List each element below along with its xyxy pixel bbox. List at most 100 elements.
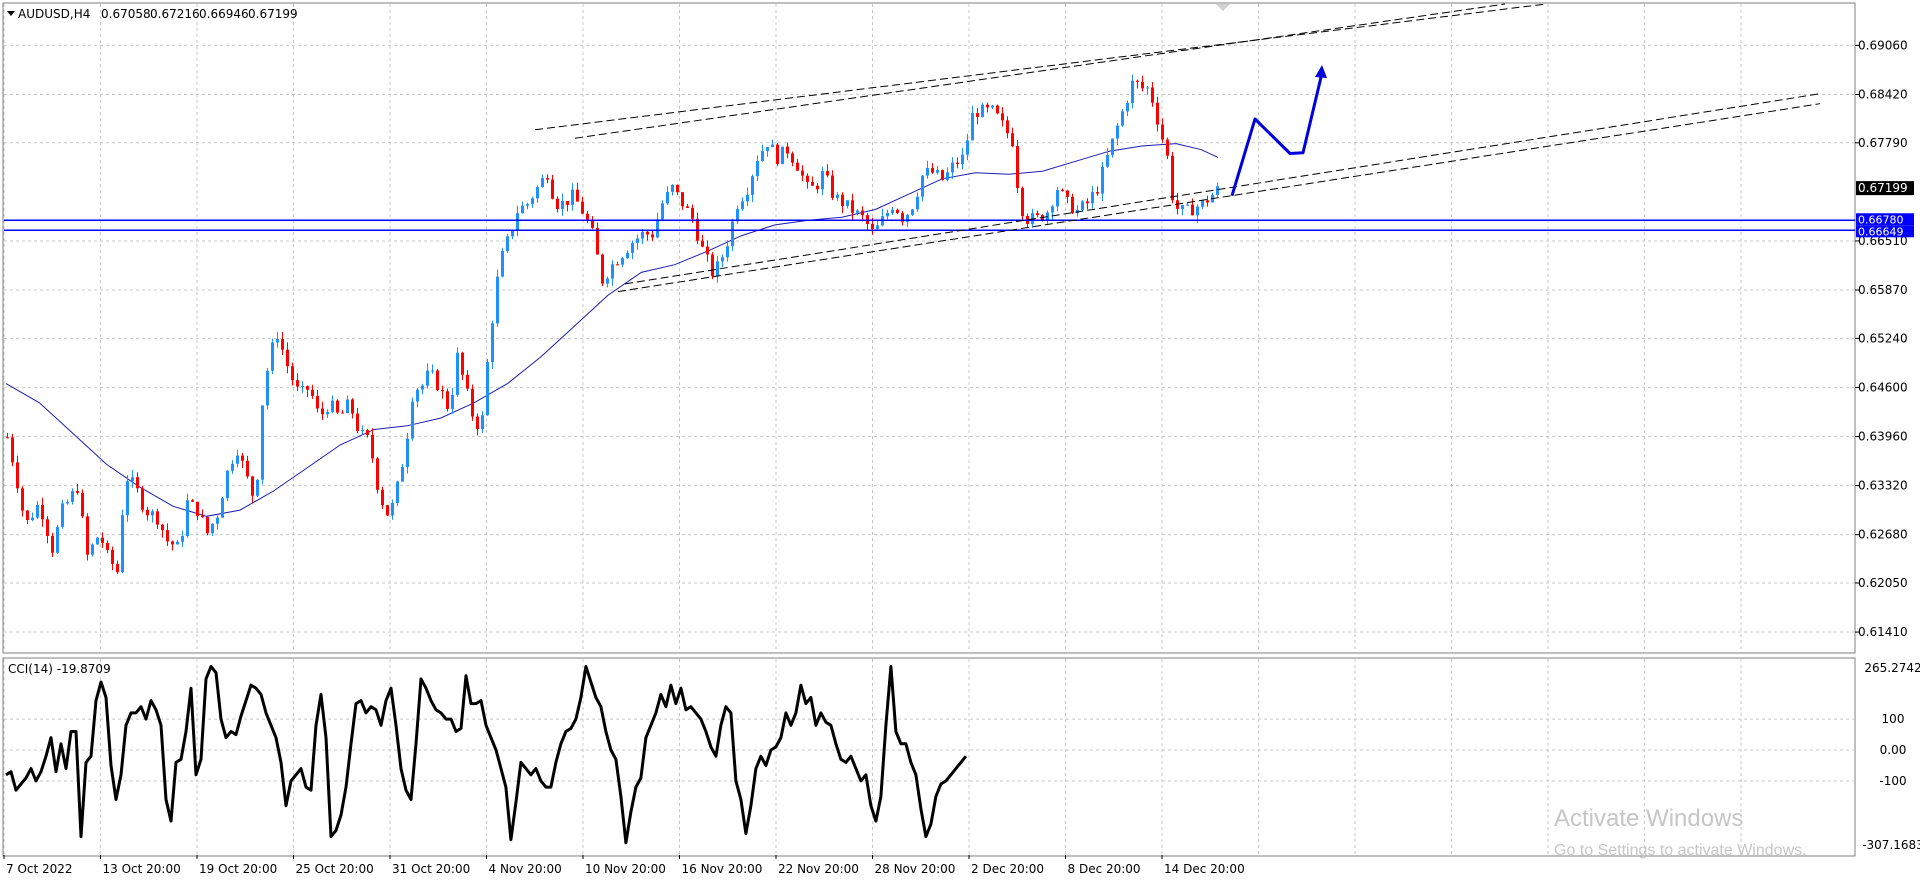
candle-body [1181, 205, 1184, 209]
price-tick-label: 0.62050 [1858, 576, 1908, 590]
projection-arrow[interactable] [1230, 65, 1327, 197]
candle-body [531, 198, 534, 204]
candle-body [486, 361, 489, 416]
candle-body [331, 400, 334, 413]
candle-body [231, 463, 234, 471]
ohlc-high: 0.67216 [150, 7, 200, 21]
candle-body [421, 385, 424, 390]
candle-body [1086, 201, 1089, 204]
candle-body [431, 370, 434, 372]
candle-body [81, 492, 84, 517]
scroll-marker-icon [1216, 4, 1230, 11]
candle-body [311, 389, 314, 396]
candle-body [346, 399, 349, 414]
candle-body [756, 160, 759, 177]
price-tick-label: 0.62680 [1858, 528, 1908, 542]
candle-body [396, 481, 399, 503]
candle-body [831, 175, 834, 198]
main-pane[interactable] [2, 2, 1856, 654]
candle-body [1011, 133, 1014, 147]
candle-body [41, 504, 44, 520]
candlesticks [6, 74, 1219, 575]
current-price-box [1856, 181, 1914, 196]
candle-body [51, 536, 54, 553]
candle-body [816, 185, 819, 190]
candle-body [76, 491, 79, 493]
candle-body [1061, 190, 1064, 192]
candle-body [446, 391, 449, 409]
candle-body [871, 224, 874, 230]
candle-body [1161, 124, 1164, 140]
candle-body [216, 517, 219, 524]
candle-body [491, 323, 494, 362]
projection-path [1230, 72, 1324, 197]
candle-body [821, 171, 824, 190]
candle-body [986, 104, 989, 108]
candle-body [1206, 200, 1209, 203]
price-tick-label: 0.63320 [1858, 479, 1908, 493]
candle-body [1001, 113, 1004, 121]
candle-body [736, 209, 739, 222]
candle-body [226, 470, 229, 499]
candle-body [1081, 201, 1084, 210]
ohlc-open: 0.67058 [101, 7, 151, 21]
arrow-head-icon [1315, 65, 1327, 79]
candle-body [861, 210, 864, 216]
candle-body [846, 200, 849, 207]
candle-body [961, 154, 964, 164]
candle-body [966, 140, 969, 155]
candle-body [406, 438, 409, 467]
candle-body [896, 209, 899, 214]
ohlc-close: 0.67199 [248, 7, 298, 21]
time-tick-label: 8 Dec 20:00 [1068, 862, 1141, 876]
candle-body [691, 207, 694, 219]
collapse-triangle-icon[interactable] [7, 11, 15, 16]
candle-body [761, 151, 764, 161]
candle-body [661, 203, 664, 220]
channel-line-2 [574, 3, 1506, 139]
candle-body [326, 412, 329, 415]
candle-body [151, 511, 154, 516]
level-label-box [1856, 225, 1914, 238]
candle-body [251, 476, 254, 496]
time-tick-label: 7 Oct 2022 [6, 862, 73, 876]
candle-body [281, 338, 284, 350]
candle-body [296, 380, 299, 387]
candle-body [1146, 87, 1149, 89]
candle-body [1006, 120, 1009, 134]
price-tick-label: 0.68420 [1858, 87, 1908, 101]
candle-body [811, 181, 814, 186]
price-tick-label: 0.67790 [1858, 136, 1908, 150]
cci-scale-label: -307.1683 [1862, 838, 1920, 852]
time-axis[interactable]: 7 Oct 2022 13 Oct 20:00 19 Oct 20:00 25 Oct… [3, 855, 1245, 876]
candle-body [266, 370, 269, 406]
candle-body [341, 412, 344, 414]
candle-body [441, 390, 444, 392]
price-tick-label: 0.65870 [1858, 283, 1908, 297]
candle-body [1101, 166, 1104, 194]
candle-body [541, 178, 544, 188]
candle-body [716, 261, 719, 277]
horizontal-levels[interactable] [4, 219, 1855, 232]
price-scale[interactable]: 0.69060 0.68420 0.67790 0.66510 0.65870 0.652… [1855, 38, 1914, 639]
indicator-pane[interactable] [2, 657, 1856, 857]
candle-body [686, 206, 689, 208]
level-label: 0.66780 [1858, 213, 1904, 226]
time-tick-label: 16 Nov 20:00 [682, 862, 763, 876]
candle-body [616, 264, 619, 266]
candle-body [256, 479, 259, 496]
candle-body [906, 214, 909, 222]
candle-body [1196, 206, 1199, 216]
candle-body [646, 231, 649, 235]
moving-average-line [5, 143, 1219, 517]
price-tick-label: 0.69060 [1858, 38, 1908, 52]
candle-body [356, 413, 359, 431]
time-tick-label: 10 Nov 20:00 [585, 862, 666, 876]
candle-body [381, 489, 384, 506]
candle-body [86, 516, 89, 555]
candle-body [591, 220, 594, 228]
candle-body [651, 234, 654, 238]
candle-body [1216, 186, 1219, 195]
trend-channel-lines[interactable] [534, 3, 1821, 293]
